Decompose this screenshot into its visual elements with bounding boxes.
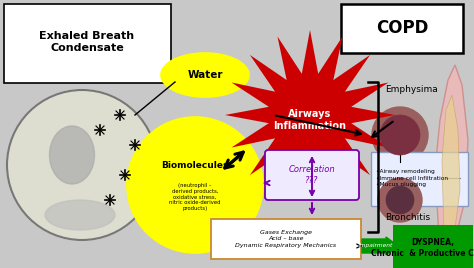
FancyArrow shape: [362, 237, 398, 255]
Text: Gases Exchange
Acid – base
Dynamic Respiratory Mechanics: Gases Exchange Acid – base Dynamic Respi…: [236, 230, 337, 248]
FancyBboxPatch shape: [341, 4, 463, 53]
Polygon shape: [435, 65, 468, 250]
Ellipse shape: [49, 126, 94, 184]
Text: Correlation
???: Correlation ???: [289, 165, 335, 185]
Circle shape: [7, 90, 157, 240]
Text: DYSPNEA,
Chronic  & Productive Cough: DYSPNEA, Chronic & Productive Cough: [371, 238, 474, 258]
Text: Water: Water: [187, 70, 223, 80]
FancyBboxPatch shape: [265, 150, 359, 200]
Text: Emphysima: Emphysima: [385, 85, 438, 95]
Text: Impairment: Impairment: [359, 244, 393, 248]
Text: COPD: COPD: [376, 19, 428, 37]
FancyBboxPatch shape: [393, 225, 473, 268]
Ellipse shape: [161, 53, 249, 97]
Text: Exhaled Breath
Condensate: Exhaled Breath Condensate: [39, 31, 135, 53]
Text: •Airway remodeling
•Immune cell Infiltration
•Mucus plugging: •Airway remodeling •Immune cell Infiltra…: [376, 169, 448, 187]
Text: Airways
Inflammation: Airways Inflammation: [273, 109, 346, 131]
Ellipse shape: [45, 200, 115, 230]
Circle shape: [386, 186, 414, 214]
Text: Bronchitis: Bronchitis: [385, 214, 430, 222]
Circle shape: [378, 178, 422, 222]
Text: (neutrophil –
derived products,
oxidative stress,
nitric oxide-derived
products): (neutrophil – derived products, oxidativ…: [169, 183, 221, 211]
Polygon shape: [442, 95, 460, 240]
FancyBboxPatch shape: [4, 4, 171, 83]
Circle shape: [372, 107, 428, 163]
Text: Biomolecules: Biomolecules: [161, 161, 228, 169]
FancyBboxPatch shape: [211, 219, 361, 259]
FancyBboxPatch shape: [371, 152, 468, 206]
Circle shape: [127, 117, 263, 253]
Circle shape: [380, 115, 420, 155]
Polygon shape: [225, 30, 395, 200]
